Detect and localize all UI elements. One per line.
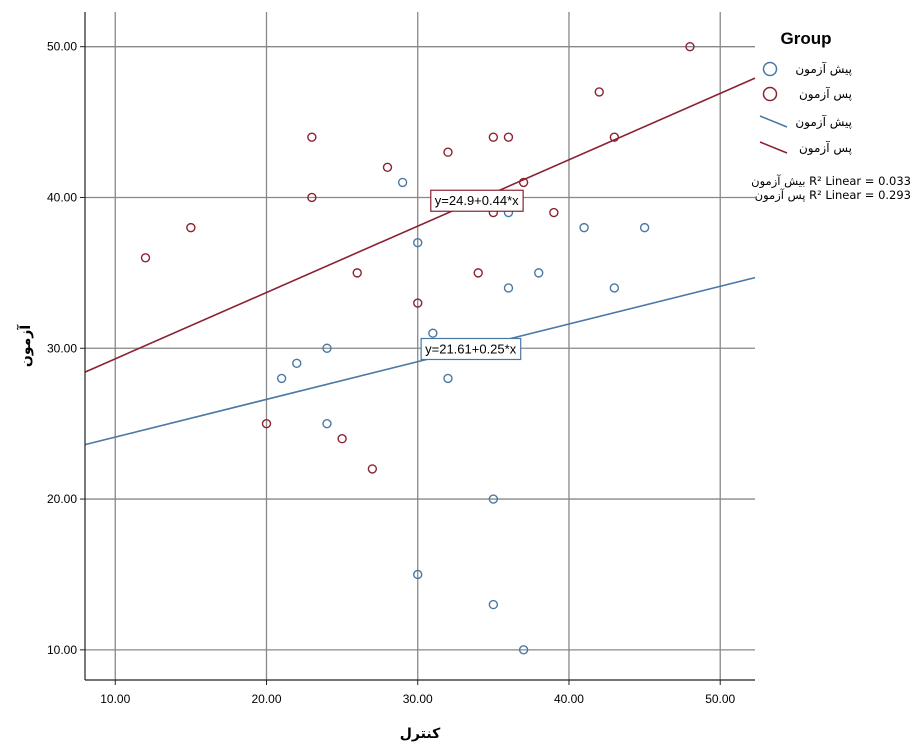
data-point	[413, 238, 423, 248]
legend-title: Group	[781, 29, 832, 48]
data-point	[488, 494, 499, 504]
data-point	[413, 569, 423, 580]
y-tick-label: 20.00	[47, 492, 77, 506]
x-tick-label: 30.00	[403, 692, 433, 706]
data-point	[443, 373, 453, 384]
r2-label: بیش آزمون R² Linear = 0.033	[751, 174, 911, 189]
data-point	[609, 283, 620, 293]
data-point	[639, 222, 650, 233]
y-tick-label: 50.00	[47, 40, 77, 54]
y-tick-label: 30.00	[47, 341, 77, 355]
data-point	[428, 328, 438, 338]
data-point	[579, 222, 589, 233]
data-point	[292, 358, 302, 369]
x-tick-label: 40.00	[554, 692, 584, 706]
x-axis-title: کنترل	[400, 726, 441, 742]
equation-text: y=21.61+0.25*x	[425, 341, 517, 356]
data-point	[307, 132, 317, 142]
x-tick-label: 20.00	[251, 692, 281, 706]
data-point	[488, 132, 499, 142]
data-point	[473, 268, 483, 278]
legend-label: پیش آزمون	[795, 61, 852, 77]
y-axis-title: آزمون	[16, 324, 34, 367]
tick-labels: 10.00 20.00 30.00 40.00 50.00 10.00 20.00 30.00…	[47, 40, 736, 706]
legend-marker-circle	[762, 86, 778, 102]
data-point	[322, 418, 332, 429]
data-point	[488, 599, 499, 610]
data-point	[518, 645, 529, 655]
data-point	[307, 192, 317, 203]
data-point	[534, 268, 544, 278]
data-point	[276, 373, 287, 384]
equation-label: y=24.9+0.44*x	[430, 189, 524, 212]
x-tick-label: 10.00	[100, 692, 130, 706]
r2-label: پس آزمون R² Linear = 0.293	[755, 188, 911, 203]
data-point	[503, 283, 514, 293]
legend-marker-circle	[762, 61, 778, 77]
data-point	[609, 132, 620, 142]
axis-titles: کنترل آزمون	[16, 324, 441, 742]
data-point	[186, 222, 196, 233]
data-point	[685, 41, 695, 52]
equation-labels: y=21.61+0.25*x y=24.9+0.44*x	[420, 189, 524, 361]
data-point	[140, 253, 151, 263]
data-point	[518, 177, 529, 188]
legend-label: پس آزمون	[799, 86, 852, 102]
data-point	[382, 162, 393, 173]
data-point	[397, 177, 408, 188]
fit-line	[84, 276, 756, 446]
gridlines	[85, 12, 755, 680]
fit-lines	[84, 77, 756, 446]
legend-marker-line	[759, 141, 788, 154]
legend-label: پس آزمون	[799, 140, 852, 156]
equation-box	[420, 337, 522, 361]
data-point	[367, 464, 378, 474]
y-tick-label: 10.00	[47, 643, 77, 657]
axes	[80, 12, 755, 685]
legend-label: پیش آزمون	[795, 114, 852, 130]
y-tick-label: 40.00	[47, 190, 77, 204]
data-point	[413, 298, 423, 308]
x-tick-label: 50.00	[705, 692, 735, 706]
data-point	[549, 207, 559, 218]
equation-box	[430, 189, 524, 212]
legend-marker-line	[759, 115, 788, 128]
legend: Group پیش آزمون پس آزمون پیش آزمون پس آزمون…	[751, 29, 911, 203]
data-point	[261, 418, 272, 429]
equation-label: y=21.61+0.25*x	[420, 337, 522, 361]
data-point	[443, 147, 453, 157]
data-point	[503, 132, 514, 142]
equation-text: y=24.9+0.44*x	[435, 193, 519, 208]
data-point	[352, 268, 362, 278]
data-point	[594, 87, 604, 97]
data-point	[322, 343, 332, 353]
fit-line	[84, 77, 756, 373]
data-point	[337, 434, 347, 444]
